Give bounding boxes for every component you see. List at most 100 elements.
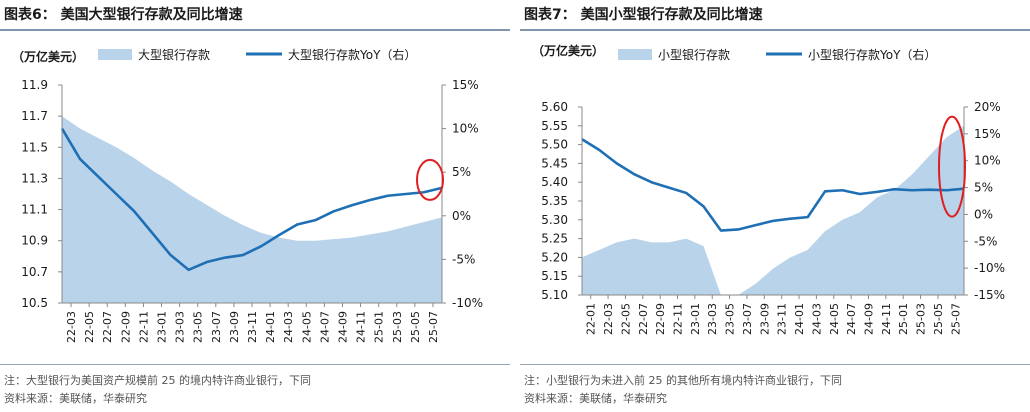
left-tick-label: 10.5 [21, 296, 48, 310]
x-tick-label: 22-09 [654, 303, 667, 335]
right-tick-label: -5% [452, 252, 475, 266]
x-tick-label: 24-03 [282, 311, 295, 343]
right-tick-label: -5% [974, 234, 997, 248]
legend-label-area: 大型银行存款 [138, 48, 210, 62]
x-tick-label: 22-01 [585, 303, 598, 335]
x-tick-label: 25-03 [391, 311, 404, 343]
x-tick-label: 23-01 [689, 303, 702, 335]
chart-large-banks: 11.9 11.7 11.5 11.3 11.1 10.9 10.7 10.5 15% 10% 5%… [12, 47, 483, 343]
left-tick-label: 5.45 [541, 156, 568, 170]
x-tick-label: 25-07 [949, 303, 962, 335]
legend-label-area: 小型银行存款 [658, 48, 730, 62]
x-tick-label: 22-05 [83, 311, 96, 343]
chart-note: 注：小型银行为未进入前 25 的其他所有境内特许商业银行，下同 [524, 374, 842, 387]
left-tick-label: 11.1 [21, 203, 48, 217]
area-series-deposits [582, 125, 964, 295]
x-tick-label: 22-11 [137, 311, 150, 343]
highlight-ellipse [416, 158, 444, 201]
left-tick-label: 5.55 [541, 119, 568, 133]
chart-title: 图表6： 美国大型银行存款及同比增速 [4, 7, 243, 23]
x-tick-label: 22-03 [602, 303, 615, 335]
left-axis-unit-label: （万亿美元） [532, 43, 604, 58]
chart-title: 图表7： 美国小型银行存款及同比增速 [524, 7, 763, 23]
right-tick-label: -10% [452, 296, 483, 310]
legend-swatch-area [98, 49, 132, 60]
left-tick-label: 10.9 [21, 234, 48, 248]
chart-panel-small-banks: 图表7： 美国小型银行存款及同比增速 5.60 5.55 5.50 5.45 5.40 5… [520, 0, 1030, 412]
chart-panel-large-banks: 图表6： 美国大型银行存款及同比增速 11.9 11.7 11.5 11.3 11.1 1… [0, 0, 510, 412]
x-tick-label: 25-05 [932, 303, 945, 335]
x-tick-label: 24-09 [336, 311, 349, 343]
x-tick-label: 24-11 [355, 311, 368, 343]
x-tick-label: 25-07 [427, 311, 440, 343]
line-series-yoy [60, 127, 443, 272]
x-tick-label: 24-05 [828, 303, 841, 335]
left-tick-label: 11.3 [21, 171, 48, 185]
left-tick-label: 5.15 [541, 269, 568, 283]
chart-source: 资料来源：美联储，华泰研究 [524, 392, 667, 405]
left-tick-label: 5.60 [541, 100, 568, 114]
legend-label-line: 小型银行存款YoY（右） [808, 47, 936, 62]
x-tick-label: 24-05 [300, 311, 313, 343]
x-tick-label: 24-11 [880, 303, 893, 335]
x-tick-label: 23-07 [741, 303, 754, 335]
right-tick-label: 0% [452, 209, 471, 223]
x-tick-label: 23-09 [228, 311, 241, 343]
x-tick-label: 22-11 [672, 303, 685, 335]
x-tick-label: 23-01 [156, 311, 169, 343]
x-tick-label: 23-03 [706, 303, 719, 335]
x-tick-label: 24-09 [863, 303, 876, 335]
x-tick-label: 25-01 [373, 311, 386, 343]
left-tick-label: 11.5 [21, 140, 48, 154]
right-tick-label: -10% [974, 261, 1005, 275]
left-tick-label: 11.9 [21, 78, 48, 92]
highlight-ellipse [938, 115, 966, 218]
footer-rule [520, 364, 1030, 365]
x-tick-label: 23-07 [210, 311, 223, 343]
right-tick-label: 15% [452, 78, 479, 92]
x-tick-label: 25-01 [897, 303, 910, 335]
right-tick-label: 10% [452, 122, 479, 136]
left-tick-label: 5.25 [541, 232, 568, 246]
left-axis-unit-label: （万亿美元） [12, 49, 84, 64]
left-tick-label: 5.50 [541, 138, 568, 152]
x-tick-label: 24-01 [264, 311, 277, 343]
x-tick-label: 23-05 [724, 303, 737, 335]
left-tick-label: 5.30 [541, 213, 568, 227]
left-tick-label: 5.10 [541, 288, 568, 302]
footer-rule [0, 364, 510, 365]
left-tick-label: 11.7 [21, 109, 48, 123]
chart-note: 注：大型银行为美国资产规模前 25 的境内特许商业银行，下同 [4, 374, 311, 387]
legend-label-line: 大型银行存款YoY（右） [288, 47, 416, 62]
x-tick-label: 25-03 [915, 303, 928, 335]
chart-small-banks: 5.60 5.55 5.50 5.45 5.40 5.35 5.30 5.25 5.20 5.15… [532, 43, 1005, 335]
x-tick-label: 22-07 [101, 311, 114, 343]
area-series-deposits [62, 116, 442, 304]
right-tick-label: 5% [974, 181, 993, 195]
x-tick-label: 25-05 [409, 311, 422, 343]
x-tick-label: 23-11 [246, 311, 259, 343]
right-tick-label: 10% [974, 154, 1001, 168]
left-tick-label: 10.7 [21, 265, 48, 279]
x-tick-label: 23-03 [174, 311, 187, 343]
title-rule [520, 29, 1030, 31]
x-tick-label: 22-03 [65, 311, 78, 343]
right-tick-label: 20% [974, 100, 1001, 114]
legend-swatch-area [618, 49, 652, 60]
x-tick-label: 23-05 [192, 311, 205, 343]
left-tick-label: 5.40 [541, 175, 568, 189]
x-tick-label: 24-07 [845, 303, 858, 335]
title-rule [0, 29, 510, 31]
left-tick-label: 5.35 [541, 194, 568, 208]
x-tick-label: 22-09 [119, 311, 132, 343]
right-tick-label: 0% [974, 207, 993, 221]
left-tick-label: 5.20 [541, 250, 568, 264]
x-tick-label: 23-11 [776, 303, 789, 335]
x-tick-label: 23-09 [758, 303, 771, 335]
right-tick-label: 15% [974, 127, 1001, 141]
right-tick-label: -15% [974, 288, 1005, 302]
right-tick-label: 5% [452, 165, 471, 179]
x-tick-label: 24-01 [793, 303, 806, 335]
x-tick-label: 24-03 [810, 303, 823, 335]
x-tick-label: 22-05 [619, 303, 632, 335]
